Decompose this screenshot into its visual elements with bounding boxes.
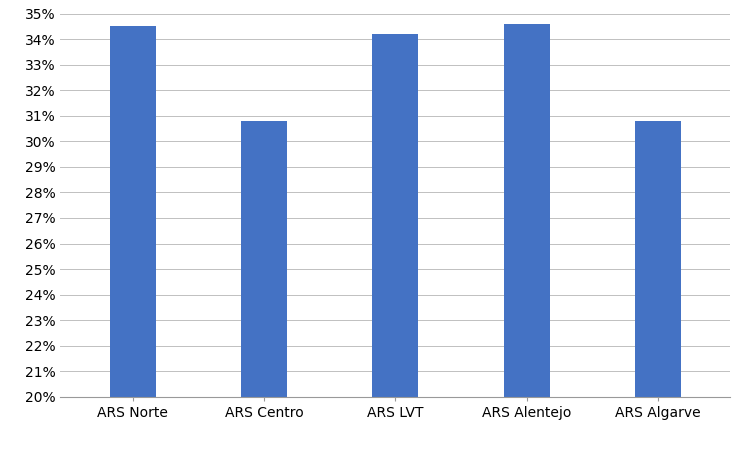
Bar bbox=[635, 121, 681, 451]
Bar bbox=[109, 26, 156, 451]
Bar bbox=[372, 34, 419, 451]
Bar bbox=[504, 24, 550, 451]
Bar bbox=[241, 121, 287, 451]
